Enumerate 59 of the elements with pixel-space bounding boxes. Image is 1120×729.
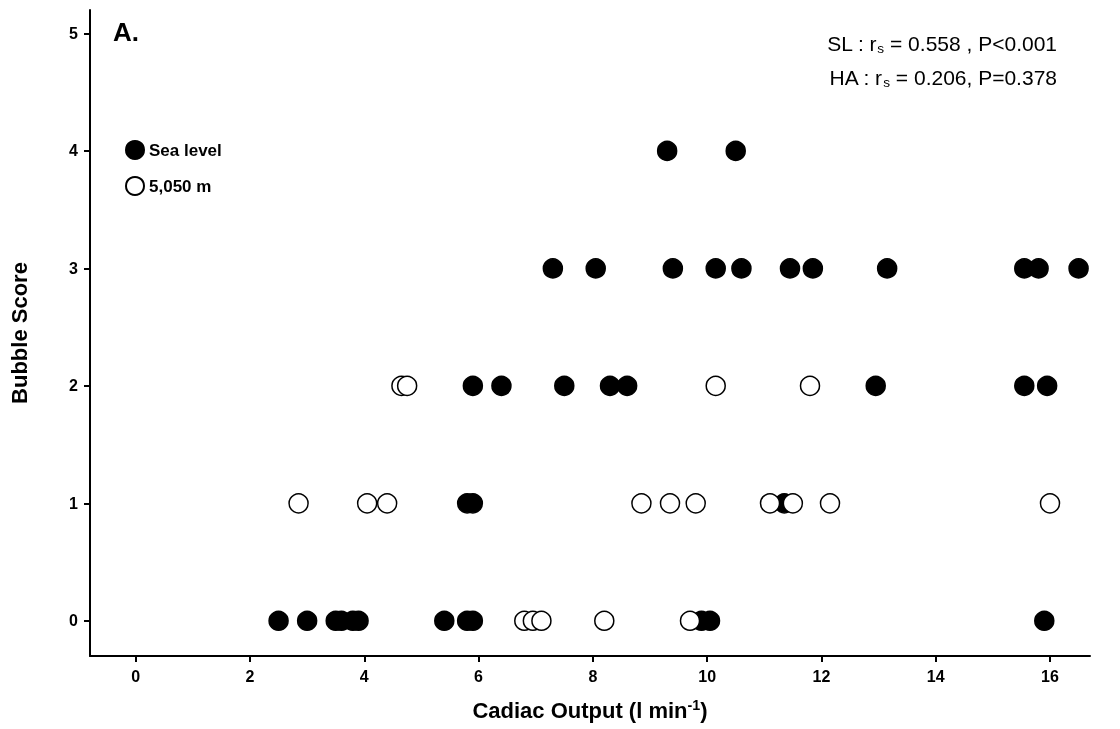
chart-title: A. bbox=[113, 17, 139, 47]
point bbox=[685, 493, 706, 514]
point bbox=[1039, 493, 1061, 514]
point bbox=[288, 493, 309, 514]
point bbox=[585, 258, 606, 279]
point bbox=[1014, 375, 1035, 397]
point bbox=[731, 258, 752, 279]
point bbox=[656, 140, 678, 162]
legend-label: Sea level bbox=[149, 140, 222, 160]
point bbox=[799, 375, 821, 397]
y-tick-label: 3 bbox=[69, 259, 79, 277]
point bbox=[376, 493, 398, 514]
x-tick-label: 10 bbox=[698, 667, 717, 685]
y-tick-label: 4 bbox=[69, 142, 79, 160]
point bbox=[268, 610, 289, 632]
point bbox=[659, 493, 681, 514]
x-tick-label: 12 bbox=[812, 667, 831, 685]
x-tick-label: 0 bbox=[131, 667, 141, 685]
point bbox=[594, 610, 615, 632]
point bbox=[616, 375, 638, 397]
legend-label: 5,050 m bbox=[149, 176, 212, 196]
point bbox=[865, 375, 886, 397]
y-tick-label: 1 bbox=[69, 494, 79, 512]
point bbox=[462, 375, 484, 397]
point bbox=[819, 493, 841, 514]
point bbox=[531, 610, 552, 632]
point bbox=[759, 493, 781, 514]
y-tick-label: 0 bbox=[69, 612, 79, 630]
point bbox=[679, 610, 701, 632]
y-tick-label: 2 bbox=[69, 377, 79, 395]
point bbox=[662, 258, 684, 279]
x-tick-label: 8 bbox=[588, 667, 598, 685]
x-tick-label: 4 bbox=[359, 667, 369, 685]
point bbox=[1028, 258, 1049, 279]
y-axis-title: Bubble Score bbox=[6, 262, 32, 404]
point bbox=[876, 258, 898, 279]
point bbox=[705, 375, 726, 397]
x-tick-label: 2 bbox=[245, 667, 255, 685]
point bbox=[782, 493, 804, 514]
point bbox=[1036, 375, 1058, 397]
point bbox=[599, 375, 621, 397]
point bbox=[542, 258, 564, 279]
x-tick-label: 16 bbox=[1041, 667, 1059, 685]
point bbox=[802, 258, 824, 279]
point bbox=[725, 140, 746, 162]
point bbox=[705, 258, 726, 279]
point bbox=[1034, 610, 1055, 632]
point bbox=[554, 375, 575, 397]
x-tick-label: 14 bbox=[926, 667, 945, 685]
point bbox=[631, 493, 652, 514]
x-tick-label: 6 bbox=[474, 667, 484, 685]
y-tick-label: 5 bbox=[69, 24, 79, 42]
point bbox=[356, 493, 378, 514]
point bbox=[434, 610, 455, 632]
point bbox=[491, 375, 512, 397]
point bbox=[1068, 258, 1089, 279]
point bbox=[779, 258, 801, 279]
point bbox=[296, 610, 318, 632]
point bbox=[396, 375, 418, 397]
